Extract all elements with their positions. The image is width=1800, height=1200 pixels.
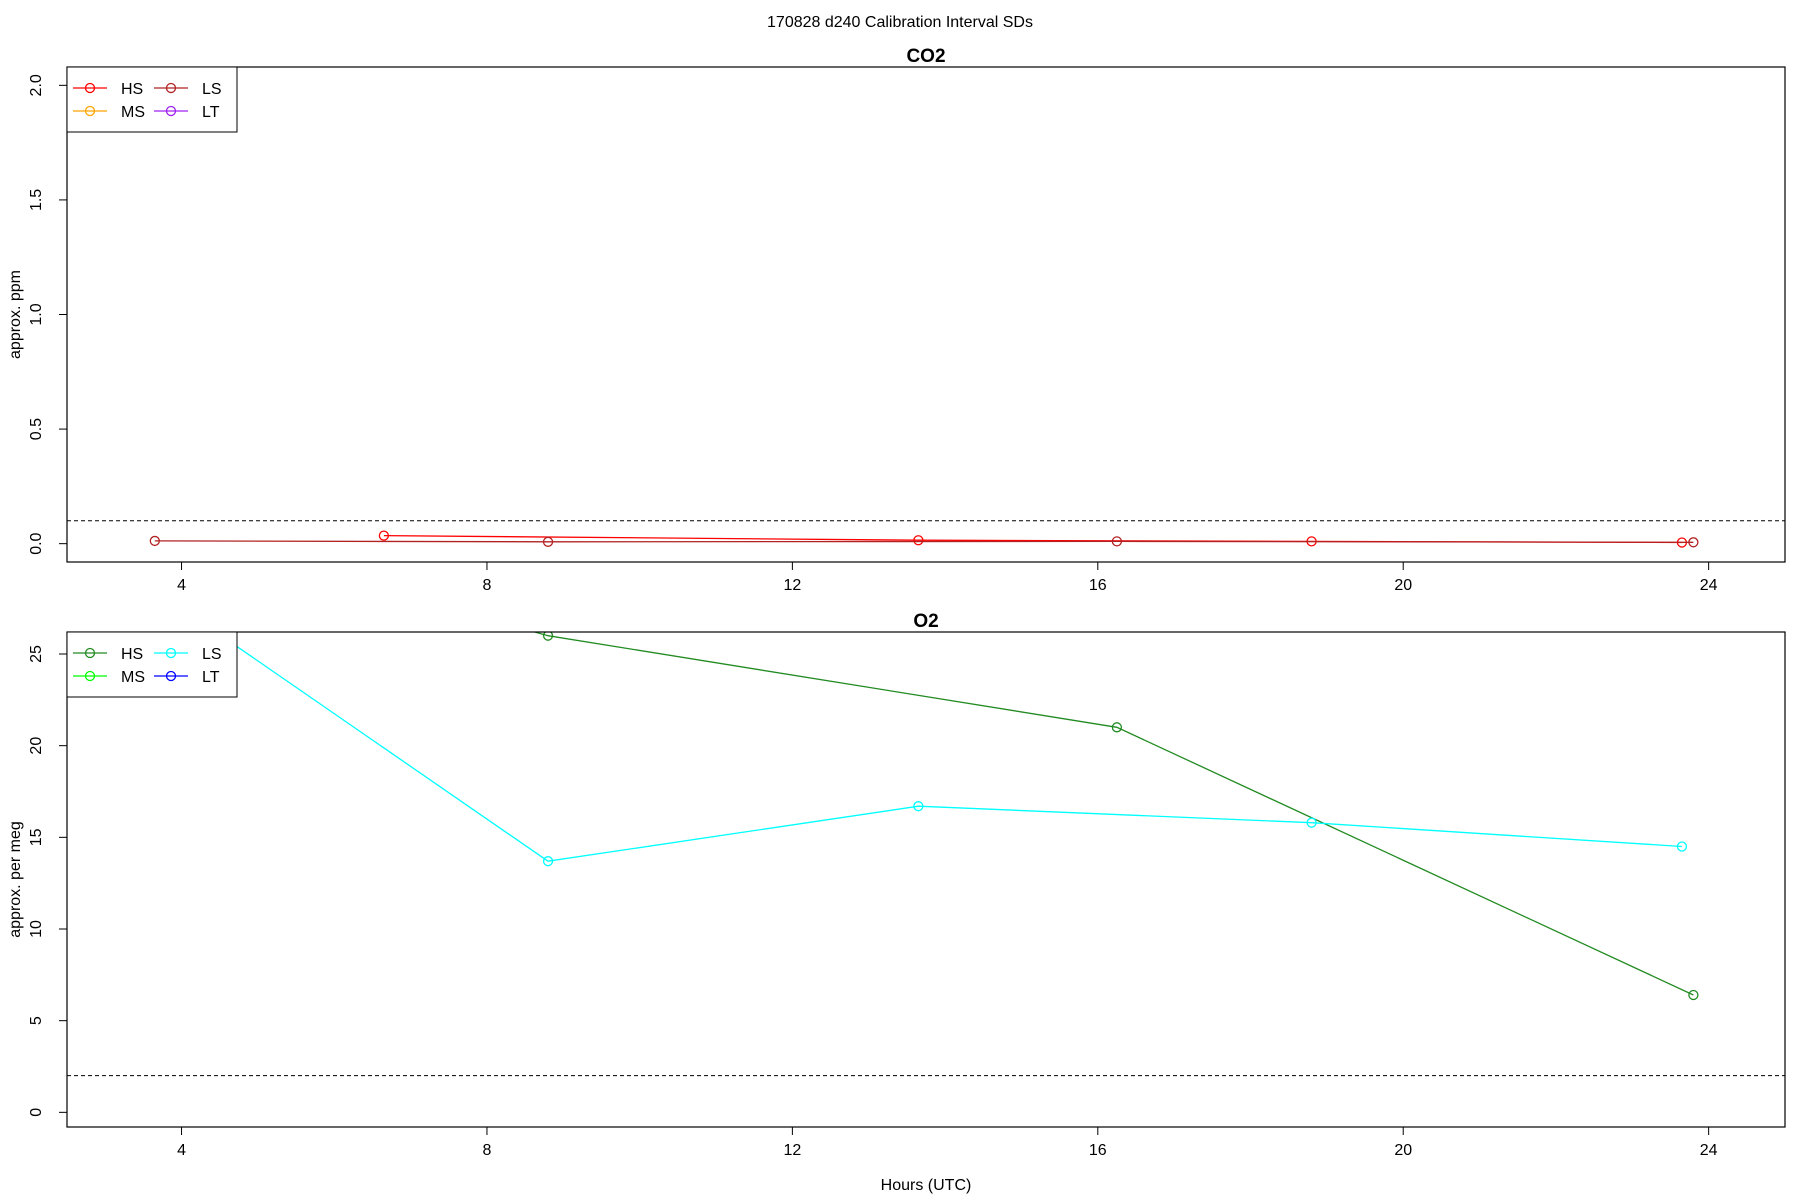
- o2-data: [150, 521, 1699, 1001]
- o2-x-tick-label: 12: [783, 1142, 801, 1159]
- co2-series-ls-point: [1111, 536, 1123, 547]
- co2-y-axis-label: approx. ppm: [7, 270, 24, 359]
- co2-series-hs-point: [913, 535, 924, 546]
- co2-y-tick-label: 0.5: [28, 418, 45, 440]
- o2-series-hs-line: [532, 632, 1694, 996]
- o2-series-hs-point: [1688, 989, 1699, 1001]
- co2-x-tick-label: 16: [1089, 577, 1107, 594]
- co2-series-ls-point: [1688, 537, 1699, 548]
- co2-legend-lt-label: LT: [202, 104, 220, 121]
- o2-y-axis-label: approx. per meg: [7, 821, 24, 938]
- o2-x-tick-label: 16: [1089, 1142, 1107, 1159]
- o2-legend-ls-swatch-marker: [165, 647, 177, 659]
- co2-panel: CO2 4 8 12 16 20 24 0.0 0.5 1.0 1.5 2.0 approx. ppm H…: [7, 46, 1786, 594]
- o2-panel: O2 4 8 12 16 20 24 0 5 10 15 20 25 approx. per meg Hou…: [7, 521, 1786, 1194]
- o2-plot-frame: [66, 631, 1786, 1128]
- o2-x-tick-label: 4: [177, 1142, 186, 1159]
- co2-series-ls-point: [149, 535, 160, 547]
- co2-series-ls-point: [542, 536, 554, 547]
- co2-x-tick-label: 4: [177, 577, 186, 594]
- co2-y-tick-label: 0.0: [28, 532, 45, 554]
- o2-title: O2: [913, 611, 938, 632]
- o2-series-ls-point: [913, 801, 924, 812]
- o2-x-tick-label: 20: [1394, 1142, 1412, 1159]
- o2-y-tick-label: 25: [28, 645, 45, 663]
- co2-legend-ms-label: MS: [121, 104, 145, 121]
- o2-legend-hs-label: HS: [121, 646, 143, 663]
- o2-y-tick-label: 5: [28, 1016, 45, 1025]
- co2-y-tick-label: 1.0: [28, 303, 45, 325]
- co2-legend-box: [66, 66, 238, 133]
- co2-legend-ms-swatch-marker: [84, 105, 96, 117]
- o2-series-ls-point: [542, 856, 554, 867]
- o2-legend-ms-label: MS: [121, 669, 145, 686]
- co2-data: [149, 530, 1699, 548]
- co2-series-ls-line: [154, 540, 1694, 543]
- o2-x-axis-label: Hours (UTC): [881, 1177, 972, 1194]
- o2-legend-lt-label: LT: [202, 669, 220, 686]
- co2-legend-hs-label: HS: [121, 81, 143, 98]
- o2-series-hs-point: [1111, 722, 1123, 733]
- o2-legend-hs-swatch-marker: [84, 647, 96, 659]
- o2-legend-box: [66, 631, 238, 698]
- o2-legend-lt-swatch-marker: [165, 670, 177, 682]
- o2-legend: HS MS LS LT: [66, 631, 238, 698]
- o2-series-ls-point: [1676, 841, 1688, 852]
- co2-legend-ls-label: LS: [202, 81, 222, 98]
- o2-legend-ms-swatch-marker: [84, 670, 96, 682]
- o2-series-hs-point: [150, 521, 159, 530]
- o2-series-ls-point: [150, 585, 159, 594]
- o2-y-tick-label: 0: [28, 1108, 45, 1117]
- figure-title: 170828 d240 Calibration Interval SDs: [767, 14, 1033, 31]
- co2-plot-frame: [66, 66, 1786, 563]
- o2-legend-ls-label: LS: [202, 646, 222, 663]
- o2-series-ls-line: [214, 632, 1682, 862]
- co2-y-tick-label: 2.0: [28, 74, 45, 96]
- o2-y-tick-label: 15: [28, 828, 45, 846]
- co2-x-tick-label: 12: [783, 577, 801, 594]
- o2-y-tick-label: 10: [28, 920, 45, 938]
- co2-title: CO2: [906, 46, 945, 67]
- co2-x-tick-label: 24: [1700, 577, 1718, 594]
- o2-series-ls-point: [1306, 817, 1317, 828]
- o2-y-tick-label: 20: [28, 737, 45, 755]
- o2-x-tick-label: 24: [1700, 1142, 1718, 1159]
- co2-legend-lt-swatch-marker: [165, 105, 177, 117]
- co2-x-tick-label: 8: [483, 577, 492, 594]
- co2-legend-ls-swatch-marker: [165, 82, 177, 94]
- co2-series-hs-point: [378, 530, 390, 541]
- co2-legend: HS MS LS LT: [66, 66, 238, 133]
- co2-legend-hs-swatch-marker: [84, 82, 96, 94]
- co2-x-tick-label: 20: [1394, 577, 1412, 594]
- o2-x-tick-label: 8: [483, 1142, 492, 1159]
- o2-series-hs-point: [542, 632, 554, 641]
- co2-y-tick-label: 1.5: [28, 189, 45, 211]
